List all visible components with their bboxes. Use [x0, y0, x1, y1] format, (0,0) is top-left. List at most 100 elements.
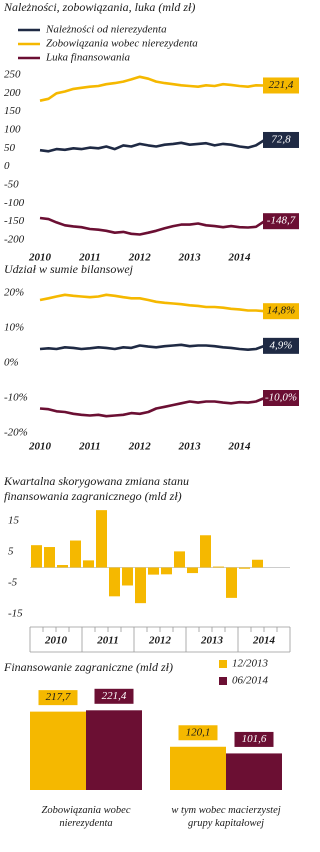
- x-tick-label: 2011: [78, 252, 100, 264]
- bar: [109, 567, 120, 597]
- x-tick-label: 2013: [178, 252, 202, 264]
- y-tick-label: -200: [4, 234, 25, 246]
- bar: [70, 540, 81, 568]
- bar: [86, 710, 142, 790]
- chart-title-box: Udział w sumie bilansowej: [4, 262, 134, 276]
- y-tick-label: -100: [4, 197, 25, 209]
- value-label-box: [177, 724, 219, 742]
- x-group-label: 2011: [96, 635, 118, 647]
- bar: [57, 565, 68, 568]
- chart-title: Należności, zobowiązania, luka (mld zł): [4, 0, 196, 14]
- y-tick-label: 150: [4, 105, 21, 117]
- value-label: 14,8%: [267, 305, 295, 317]
- bar: [30, 711, 86, 790]
- bar: [226, 753, 282, 790]
- x-tick-label: 2014: [228, 252, 252, 264]
- bar: [226, 567, 237, 598]
- x-category-label-box: Zobowiązania wobec nierezydenta: [41, 805, 131, 829]
- y-tick-label: -150: [4, 215, 25, 227]
- value-label: 72,8: [271, 134, 291, 146]
- bar: [161, 567, 172, 575]
- x-tick-label: 2011: [78, 441, 100, 453]
- legend-label: Luka finansowania: [45, 52, 131, 64]
- legend-swatch: [219, 677, 227, 685]
- x-group-label: 2012: [148, 635, 172, 647]
- chart-title-box: Finansowanie zagraniczne (mld zł): [4, 660, 173, 674]
- value-label-box: [37, 689, 79, 707]
- bar: [83, 560, 94, 568]
- y-tick-label: 250: [4, 69, 21, 81]
- x-group-label: 2010: [44, 635, 68, 647]
- y-tick-label: 20%: [4, 287, 24, 299]
- value-label-box: [263, 390, 299, 406]
- x-tick-label: 2012: [128, 441, 152, 453]
- y-tick-label: -10%: [4, 392, 28, 404]
- bar: [213, 566, 224, 568]
- y-tick-label: 100: [4, 124, 21, 136]
- bar: [96, 510, 107, 568]
- legend-swatch: [219, 660, 227, 668]
- value-label-box: [263, 131, 299, 148]
- bar: [44, 547, 55, 568]
- bar: [252, 559, 263, 568]
- chart-title-box: Należności, zobowiązania, luka (mld zł): [4, 0, 196, 14]
- value-label: 217,7: [46, 691, 71, 703]
- bar: [148, 567, 159, 575]
- value-label-box: [263, 213, 299, 230]
- y-tick-label: -15: [8, 608, 23, 620]
- bar: [187, 567, 198, 574]
- value-label: 4,9%: [270, 339, 293, 351]
- bar: [200, 535, 211, 568]
- bar: [122, 567, 133, 586]
- bar: [170, 746, 226, 790]
- value-label-box: [263, 337, 299, 354]
- y-tick-label: 200: [4, 87, 21, 99]
- x-category-label: w tym wobec macierzystej grupy kapitałow…: [171, 805, 281, 829]
- value-label: -148,7: [267, 215, 296, 227]
- legend-label: 12/2013: [232, 658, 269, 670]
- bar: [135, 567, 146, 604]
- x-tick-label: 2014: [228, 441, 252, 453]
- bar: [174, 551, 185, 568]
- bar: [239, 567, 250, 569]
- chart-title: Kwartalna skorygowana zmiana stanu finan…: [4, 474, 190, 503]
- value-label: 221,4: [269, 79, 294, 91]
- value-label: 221,4: [102, 690, 127, 702]
- value-label-box: [263, 303, 299, 320]
- series-line: [39, 396, 265, 418]
- y-tick-label: -5: [8, 577, 18, 589]
- chart-panel: Należności, zobowiązania, luka (mld zł) 2…: [4, 0, 299, 829]
- y-tick-label: 15: [8, 515, 20, 527]
- y-tick-label: -50: [4, 179, 19, 191]
- value-label: -10,0%: [265, 392, 297, 404]
- y-tick-label: 50: [4, 142, 16, 154]
- x-tick-label: 2010: [28, 252, 52, 264]
- legend-label: Zobowiązania wobec nierezydenta: [46, 38, 198, 50]
- series-line: [39, 293, 265, 313]
- chart-title: Udział w sumie bilansowej: [4, 262, 134, 276]
- value-label: 101,6: [242, 733, 267, 745]
- value-label-box: [263, 77, 299, 94]
- legend-label: Należności od nierezydenta: [45, 24, 167, 36]
- y-tick-label: -20%: [4, 427, 28, 439]
- value-label: 120,1: [186, 726, 211, 738]
- legend-label: 06/2014: [232, 675, 269, 687]
- y-tick-label: 0%: [4, 357, 19, 369]
- y-tick-label: 10%: [4, 322, 24, 334]
- bar: [31, 545, 42, 568]
- x-tick-label: 2013: [178, 441, 202, 453]
- chart-title: Finansowanie zagraniczne (mld zł): [4, 660, 173, 674]
- series-line: [39, 75, 265, 102]
- x-group-label: 2014: [252, 635, 276, 647]
- series-line: [39, 216, 266, 236]
- series-line: [39, 138, 266, 153]
- chart-title-box: Kwartalna skorygowana zmiana stanu finan…: [4, 474, 190, 503]
- x-category-label-box: w tym wobec macierzystej grupy kapitałow…: [171, 805, 281, 829]
- y-tick-label: 0: [4, 160, 10, 172]
- y-tick-label: 5: [8, 546, 14, 558]
- x-category-label: Zobowiązania wobec nierezydenta: [41, 805, 131, 829]
- x-tick-label: 2012: [128, 252, 152, 264]
- value-label-box: [93, 687, 135, 705]
- x-tick-label: 2010: [28, 441, 52, 453]
